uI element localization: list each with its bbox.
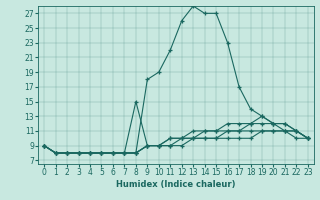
X-axis label: Humidex (Indice chaleur): Humidex (Indice chaleur) — [116, 180, 236, 189]
